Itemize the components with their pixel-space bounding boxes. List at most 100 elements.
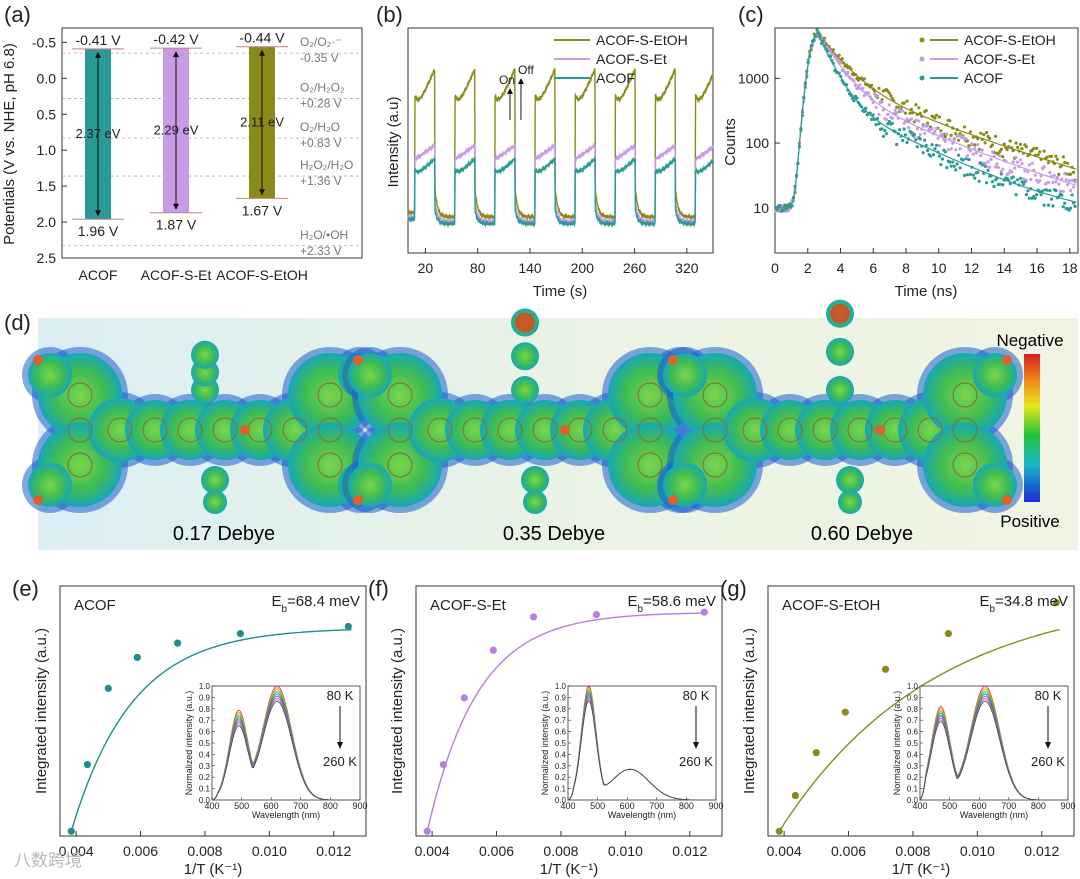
- inset-ytick-label: 0.3: [199, 762, 211, 771]
- xtick-label: 20: [418, 260, 434, 276]
- dipole-label-2: 0.35 Debye: [503, 523, 605, 545]
- inset-spectrum: [211, 701, 360, 801]
- decay-point: [1055, 175, 1059, 180]
- aromatic-ring: [532, 417, 558, 443]
- dipole-label-1: 0.17 Debye: [173, 523, 275, 545]
- inset-xtick-label: 700: [649, 801, 664, 811]
- panel-c-label: (c): [738, 2, 764, 27]
- decay-point: [955, 162, 959, 166]
- panel-d-label: (d): [4, 310, 31, 335]
- decay-point: [945, 166, 949, 170]
- ytick-label: 0.5: [37, 106, 57, 122]
- panel-b-ylabel: Intensity (a.u): [385, 97, 402, 188]
- decay-point: [871, 101, 875, 105]
- panel-c-plot: 0 2 4 6 8 10 12 14 16 18 10 100 1000 ACOF-S-EtOH ACOF-…: [738, 28, 1078, 276]
- inset-ytick-label: 0.9: [555, 693, 567, 702]
- decay-point: [1069, 206, 1073, 210]
- xtick-label: 16: [1029, 260, 1045, 276]
- inset-ytick-label: 0.9: [907, 693, 919, 702]
- panel-b-plot: 20 80 140 200 260 320 ACOF-S-EtOH ACOF-S-Et ACOF…: [407, 32, 714, 276]
- gap-label: 2.11 eV: [240, 115, 284, 130]
- aromatic-ring: [702, 382, 728, 408]
- side-chain: [523, 490, 547, 514]
- off-label: Off: [518, 63, 534, 77]
- xtick-label: 0.012: [1024, 843, 1059, 859]
- decay-point: [923, 131, 927, 135]
- decay-point: [974, 151, 978, 155]
- decay-point: [946, 148, 950, 152]
- decay-point: [926, 121, 930, 125]
- decay-point: [1035, 193, 1039, 197]
- inset-ylabel: Normalized intensity (a.u.): [892, 691, 902, 796]
- inset-xtick-label: 900: [708, 801, 723, 811]
- decay-point: [775, 207, 779, 211]
- xtick-label: 80: [470, 260, 486, 276]
- inset-ytick-label: 0.4: [907, 750, 919, 759]
- decay-point: [1057, 172, 1061, 176]
- decay-point: [1014, 193, 1018, 197]
- decay-point: [933, 116, 937, 120]
- decay-point: [867, 91, 871, 95]
- negative-spot: [240, 425, 250, 435]
- xtick-label: 0.006: [479, 843, 514, 859]
- decay-point: [1005, 147, 1009, 152]
- decay-point: [990, 143, 995, 147]
- xtick-label: 0.010: [608, 843, 643, 859]
- decay-point: [993, 165, 998, 169]
- xlabel: 1/T (K⁻¹): [892, 861, 950, 878]
- negative-spot: [875, 425, 885, 435]
- legend-label: ACOF: [964, 70, 1003, 86]
- decay-point: [1046, 161, 1051, 165]
- gap-label: 2.37 eV: [76, 126, 121, 141]
- data-point: [841, 708, 849, 716]
- series-line: [407, 155, 714, 228]
- arrow-head: [1045, 742, 1051, 749]
- side-chain: [521, 466, 549, 494]
- decay-point: [1051, 204, 1055, 208]
- inset-xtick-label: 700: [293, 801, 308, 811]
- decay-point: [1039, 193, 1043, 197]
- fit-curve: [426, 612, 708, 832]
- panel-g: (g) 0.004 0.006 0.008 0.010 0.012 1/T (K⁻¹) Int…: [720, 576, 1076, 878]
- data-point: [700, 608, 708, 616]
- aromatic-ring: [317, 417, 343, 443]
- decay-point: [781, 208, 785, 212]
- decay-point: [1057, 182, 1061, 186]
- inset-ytick-label: 0.2: [199, 773, 211, 782]
- xtick-label: 0.008: [895, 843, 930, 859]
- negative-region: [830, 303, 850, 324]
- decay-point: [902, 101, 906, 105]
- decay-point: [880, 100, 884, 104]
- decay-point: [858, 83, 862, 87]
- watermark: 八数跨境: [14, 851, 82, 870]
- decay-point: [914, 103, 918, 107]
- xlabel: 1/T (K⁻¹): [184, 861, 242, 878]
- fit-curve: [70, 629, 352, 832]
- panel-label: (f): [368, 576, 389, 601]
- decay-point: [905, 99, 909, 103]
- decay-point: [1054, 180, 1058, 184]
- data-point: [67, 827, 75, 835]
- data-point: [529, 613, 538, 621]
- decay-point: [977, 179, 981, 183]
- inset-ytick-label: 0.1: [555, 785, 567, 794]
- decay-point: [870, 117, 874, 122]
- decay-point: [1058, 189, 1062, 193]
- aromatic-ring: [317, 382, 343, 408]
- inset-ytick-label: 1.0: [555, 682, 567, 691]
- negative-spot: [353, 495, 363, 505]
- arrow-head: [259, 189, 265, 196]
- decay-point: [905, 117, 909, 121]
- decay-point: [1061, 189, 1065, 193]
- decay-point: [924, 109, 928, 113]
- inset-ytick-label: 0.6: [555, 728, 567, 737]
- molecule-3: [657, 299, 1023, 514]
- vb-label: 1.96 V: [78, 223, 119, 239]
- decay-point: [962, 125, 967, 129]
- category-label: ACOF-S-EtOH: [216, 267, 308, 283]
- negative-spot: [353, 355, 363, 365]
- legend-marker: [919, 37, 925, 43]
- decay-point: [778, 203, 782, 208]
- series-line: [407, 68, 714, 222]
- ytick-label: 100: [746, 135, 770, 151]
